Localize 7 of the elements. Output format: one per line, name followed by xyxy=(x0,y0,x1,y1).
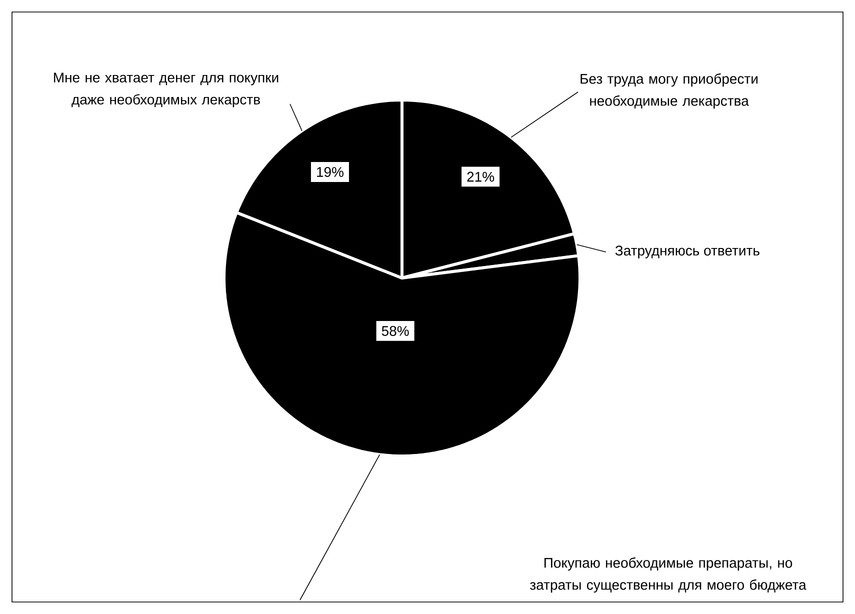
slice-label: Покупаю необходимые препараты, но затраты существенны для моего бюджета xyxy=(530,557,806,593)
data-label: 19% xyxy=(317,167,344,177)
data-label: 58% xyxy=(382,326,409,336)
slice-label: Без труда могу приобрести необходимые лекарства xyxy=(580,73,758,109)
slice-label: Мне не хватает денег для покупки даже необходимых лекарств xyxy=(54,72,278,108)
slice-label: Затрудняюсь ответить xyxy=(615,246,760,258)
data-label: 21% xyxy=(467,172,494,182)
